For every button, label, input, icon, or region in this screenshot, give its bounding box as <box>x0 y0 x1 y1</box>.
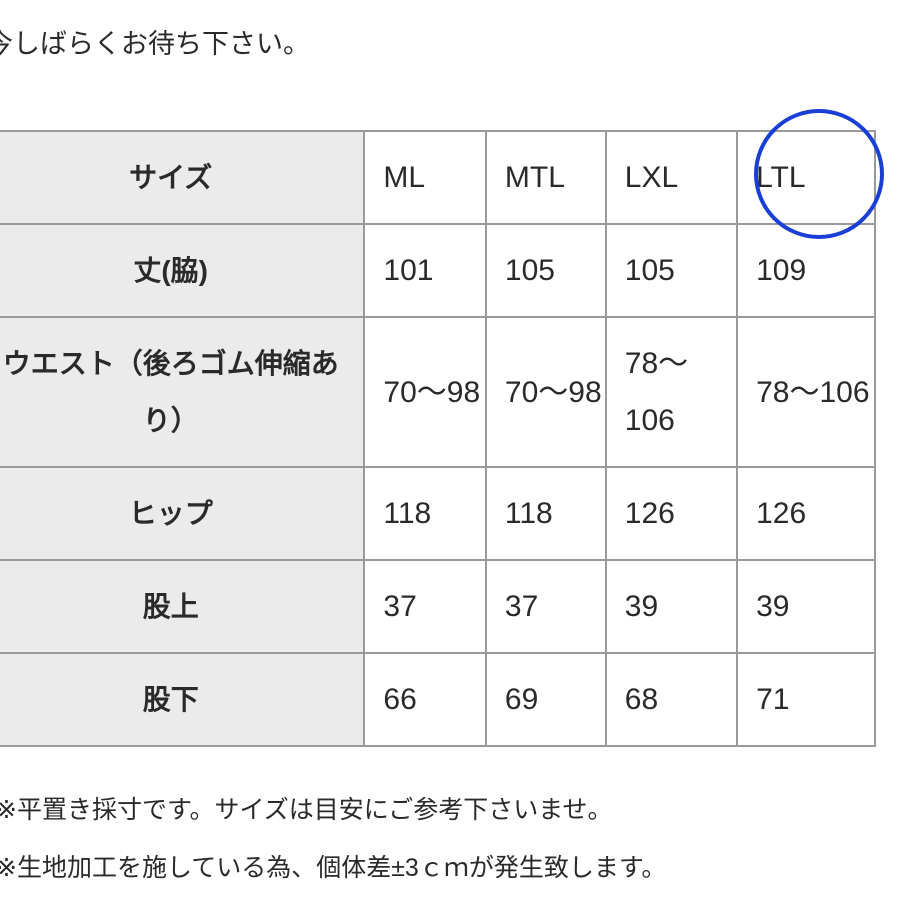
cell: 71 <box>736 652 876 747</box>
header-label: サイズ <box>0 130 366 225</box>
cell: 70〜98 <box>484 316 607 468</box>
cell: 101 <box>363 223 487 318</box>
cell: 69 <box>484 652 607 747</box>
intro-text: 今しばらくお待ち下さい。 <box>0 29 310 59</box>
table-row: 丈(脇) 101 105 105 109 <box>0 223 876 318</box>
table-row: ヒップ 118 118 126 126 <box>0 466 876 561</box>
cell: 70〜98 <box>363 316 487 468</box>
cell: 126 <box>736 466 876 561</box>
row-label: 股上 <box>0 559 366 654</box>
cell: 126 <box>604 466 739 561</box>
size-table: サイズ ML MTL LXL LTL 丈(脇) 101 105 105 109 … <box>0 130 876 747</box>
row-label: 丈(脇) <box>0 223 366 318</box>
cell: 37 <box>484 559 607 654</box>
cell: 78〜106 <box>604 316 739 468</box>
cell: 39 <box>604 559 739 654</box>
cell: 118 <box>484 466 607 561</box>
cell: 78〜106 <box>736 316 876 468</box>
cell: 37 <box>363 559 487 654</box>
cell: 66 <box>363 652 487 747</box>
header-size: MTL <box>484 130 607 225</box>
header-size: ML <box>363 130 487 225</box>
row-label: 股下 <box>0 652 366 747</box>
highlight-circle <box>754 109 884 239</box>
row-label: ウエスト（後ろゴム伸縮あり） <box>0 316 366 468</box>
table-row: 股下 66 69 68 71 <box>0 652 876 747</box>
cell: 68 <box>604 652 739 747</box>
note-2: ※生地加工を施している為、個体差±3ｃｍが発生致します。 <box>0 854 667 882</box>
cell: 118 <box>363 466 487 561</box>
row-label: ヒップ <box>0 466 366 561</box>
cell: 105 <box>484 223 607 318</box>
table-header-row: サイズ ML MTL LXL LTL <box>0 130 876 225</box>
header-size: LXL <box>604 130 739 225</box>
cell: 105 <box>604 223 739 318</box>
cell: 109 <box>736 223 876 318</box>
note-1: ※平置き採寸です。サイズは目安にご参考下さいませ。 <box>0 796 613 824</box>
cell: 39 <box>736 559 876 654</box>
table-row: ウエスト（後ろゴム伸縮あり） 70〜98 70〜98 78〜106 78〜106 <box>0 316 876 468</box>
table-row: 股上 37 37 39 39 <box>0 559 876 654</box>
